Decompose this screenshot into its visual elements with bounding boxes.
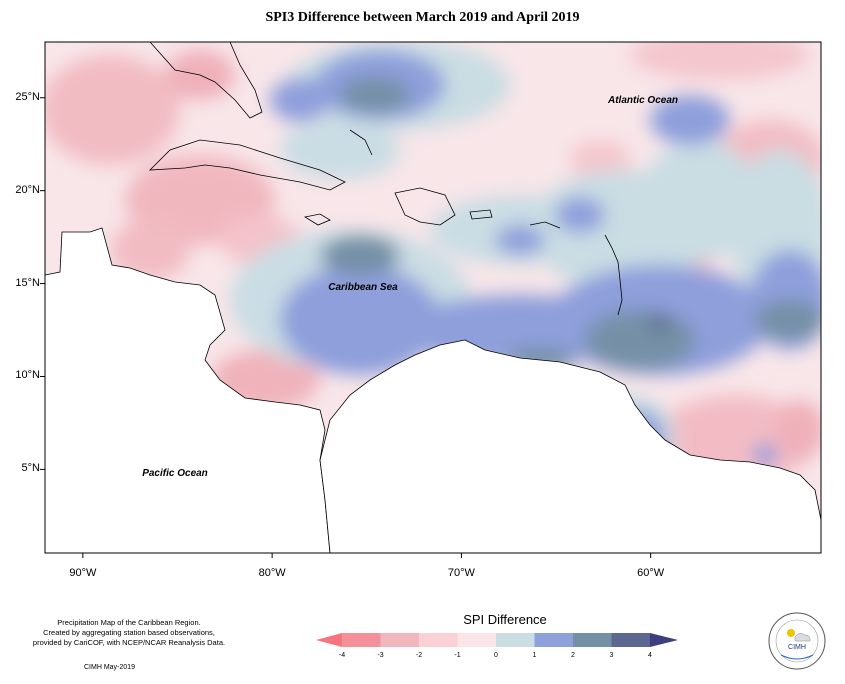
lesser-antilles [349, 129, 623, 316]
lon-tick-label: 70°W [447, 567, 475, 579]
legend-tick-label: -4 [338, 652, 346, 659]
pacific-ocean-label: Pacific Ocean [142, 468, 208, 479]
legend-tick-label: 4 [648, 652, 652, 659]
legend-swatch [380, 633, 419, 647]
footer-line: Created by aggregating station based obs… [43, 628, 215, 637]
legend-arrow-low [316, 633, 342, 647]
footer-credit: CIMH May-2019 [84, 664, 135, 671]
logo-text: CIMH [788, 644, 806, 651]
map-title: SPI3 Difference between March 2019 and A… [265, 10, 580, 25]
atlantic-ocean-label: Atlantic Ocean [607, 95, 678, 106]
legend-title: SPI Difference [463, 612, 547, 627]
legend-tick-label: -1 [454, 652, 461, 659]
lon-tick-label: 90°W [69, 567, 97, 579]
lon-tick-label: 80°W [258, 567, 286, 579]
legend-tick-label: 2 [571, 652, 575, 659]
legend-arrow-high [650, 633, 678, 647]
lat-tick-label: 20°N [15, 183, 40, 196]
footer-line: Precipitation Map of the Caribbean Regio… [57, 618, 201, 627]
cimh-logo: CIMH [768, 612, 826, 670]
legend-tick-label: 3 [609, 652, 614, 659]
legend-tick-label: -3 [377, 652, 384, 659]
landmass [45, 42, 821, 553]
spi-field [45, 42, 821, 535]
legend-tick-label: 1 [532, 652, 537, 659]
footer-description: Precipitation Map of the Caribbean Regio… [14, 618, 244, 648]
sun-icon [787, 629, 795, 637]
lat-tick-label: 5°N [21, 462, 40, 475]
legend-swatch [457, 633, 496, 647]
cloud-icon [794, 633, 811, 642]
map-frame [44, 41, 822, 554]
legend-swatch [342, 633, 381, 647]
lat-tick-label: 10°N [15, 369, 40, 382]
caribbean-sea-label: Caribbean Sea [328, 282, 398, 293]
axis-ticks [40, 97, 652, 558]
lat-tick-label: 25°N [15, 90, 40, 103]
footer-line: provided by CariCOF, with NCEP/NCAR Rean… [32, 638, 226, 647]
lat-tick-label: 15°N [15, 276, 40, 289]
legend-tick-label: 0 [494, 652, 498, 659]
legend-swatch [496, 633, 535, 647]
legend-swatch [419, 633, 458, 647]
lon-tick-label: 60°W [637, 567, 665, 579]
legend-swatch [573, 633, 612, 647]
legend-tick-label: -2 [415, 652, 423, 659]
legend-colorbar [316, 633, 678, 647]
legend-swatch [611, 633, 650, 647]
legend-swatch [534, 633, 573, 647]
